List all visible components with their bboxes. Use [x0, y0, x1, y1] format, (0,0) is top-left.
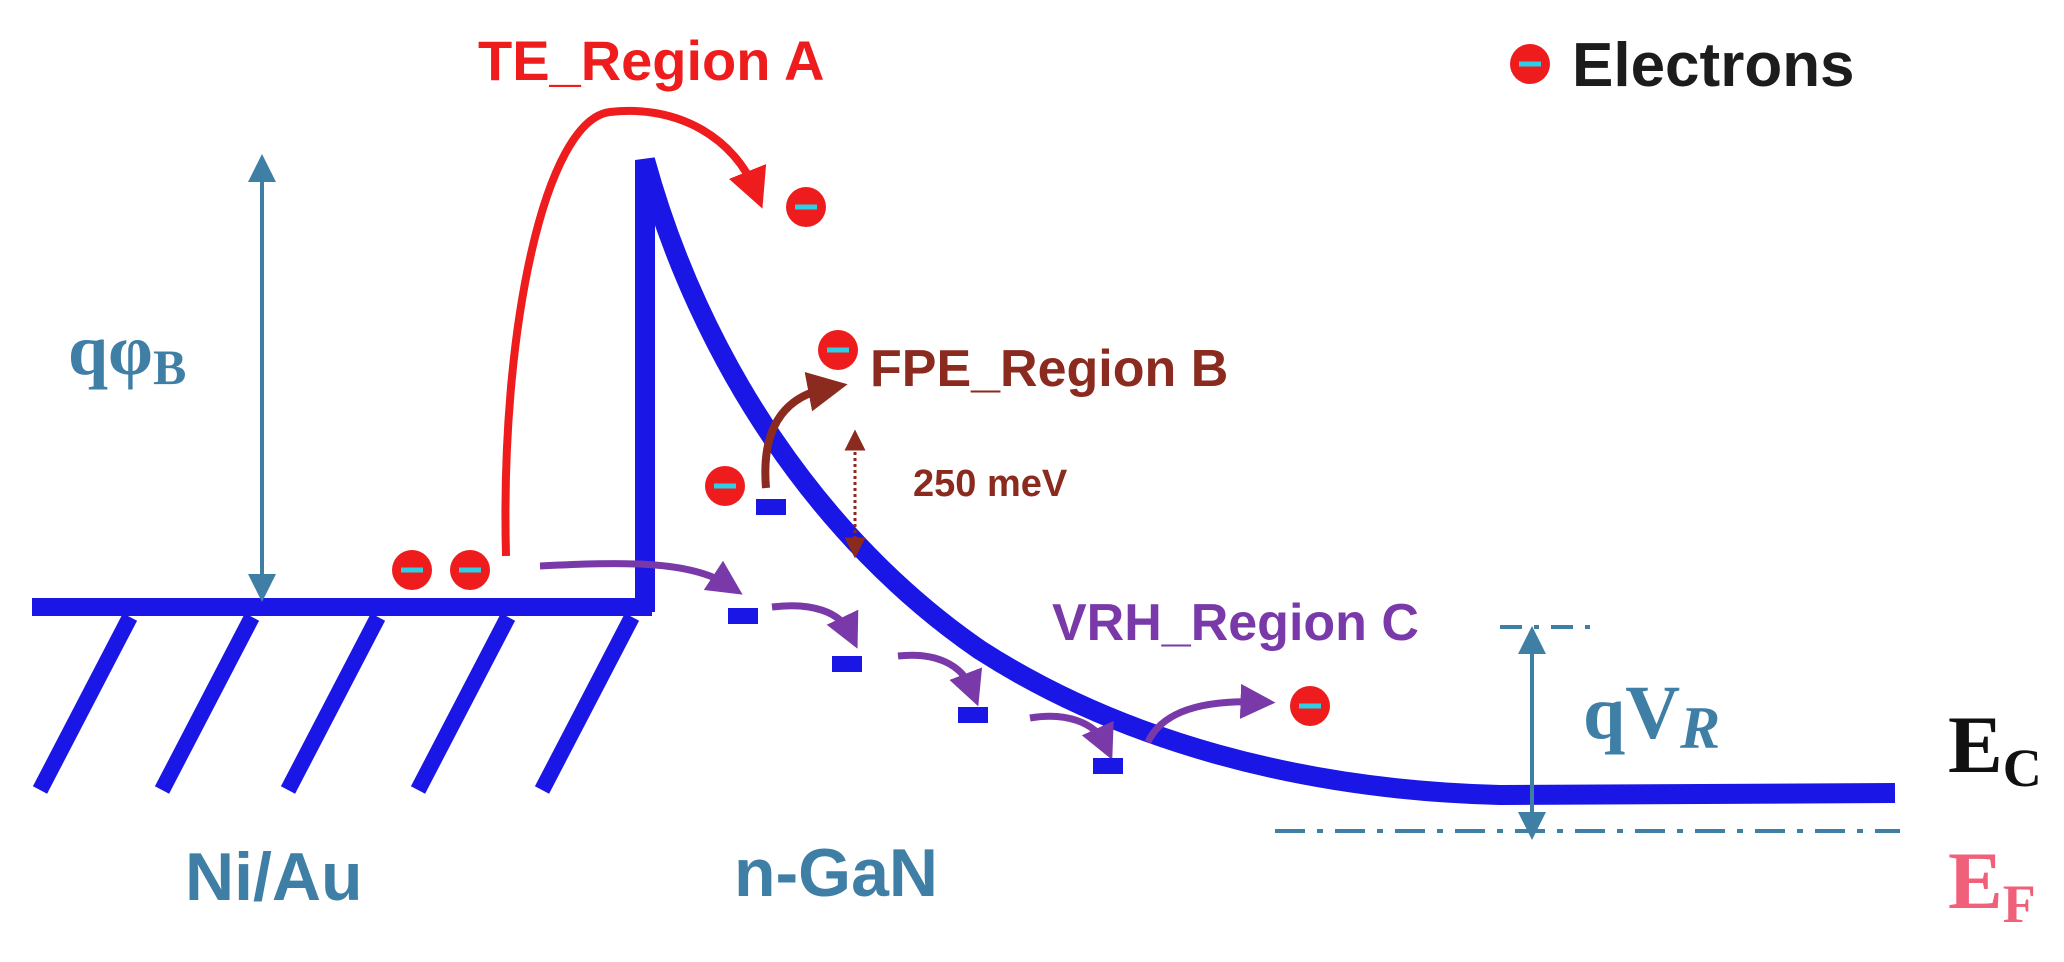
trap-state [756, 499, 786, 515]
ef-main: E [1948, 835, 2003, 926]
fpe-emission-arrow [761, 372, 848, 489]
energy-step-label: 250 meV [913, 463, 1068, 505]
vrh-arrow-2 [771, 602, 859, 649]
legend-label: Electrons [1572, 31, 1855, 100]
barrier-height-label: qφB [68, 310, 186, 395]
electron-icon [818, 330, 858, 370]
legend-electron-icon [1510, 44, 1550, 84]
trap-state [832, 656, 862, 672]
metal-hatch-4 [410, 613, 516, 794]
metal-contact [32, 598, 652, 794]
semiconductor-label: n-GaN [734, 835, 938, 911]
electron-icon [705, 466, 745, 506]
ef-label: EF [1948, 835, 2036, 934]
trap-states [728, 499, 1123, 774]
vrh-hopping-arrows [539, 560, 1276, 760]
vrh-arrow-3 [897, 651, 983, 707]
fpe-region-label: FPE_Region B [870, 340, 1228, 398]
reverse-bias-main: qV [1583, 671, 1680, 755]
barrier-height-sub: B [153, 339, 186, 395]
electron-icon [392, 550, 432, 590]
conduction-band-curve [635, 157, 1896, 806]
metal-hatch-2 [154, 613, 260, 794]
ef-sub: F [2003, 874, 2036, 934]
metal-hatch-5 [534, 613, 640, 794]
trap-state [1093, 758, 1123, 774]
reverse-bias-sub: R [1679, 695, 1720, 761]
metal-hatch-3 [280, 613, 386, 794]
te-emission-arrow [501, 106, 767, 557]
vrh-arrow-5 [1144, 683, 1276, 744]
legend: Electrons [1510, 31, 1855, 100]
ec-sub: C [2003, 738, 2042, 798]
electron-icon [786, 187, 826, 227]
trap-state [958, 707, 988, 723]
reverse-bias-label: qVR [1583, 671, 1720, 761]
metal-label: Ni/Au [185, 839, 363, 915]
barrier-height-main: qφ [68, 310, 153, 390]
electron-icon [1290, 686, 1330, 726]
te-region-label: TE_Region A [478, 29, 824, 92]
electron-icon [450, 550, 490, 590]
trap-state [728, 608, 758, 624]
metal-hatch-1 [32, 613, 138, 794]
vrh-arrow-4 [1029, 712, 1114, 760]
ec-main: E [1948, 699, 2003, 790]
vrh-arrow-1 [539, 560, 743, 595]
vrh-region-label: VRH_Region C [1052, 594, 1419, 652]
ec-label: EC [1948, 699, 2042, 798]
electrons [392, 187, 1330, 726]
